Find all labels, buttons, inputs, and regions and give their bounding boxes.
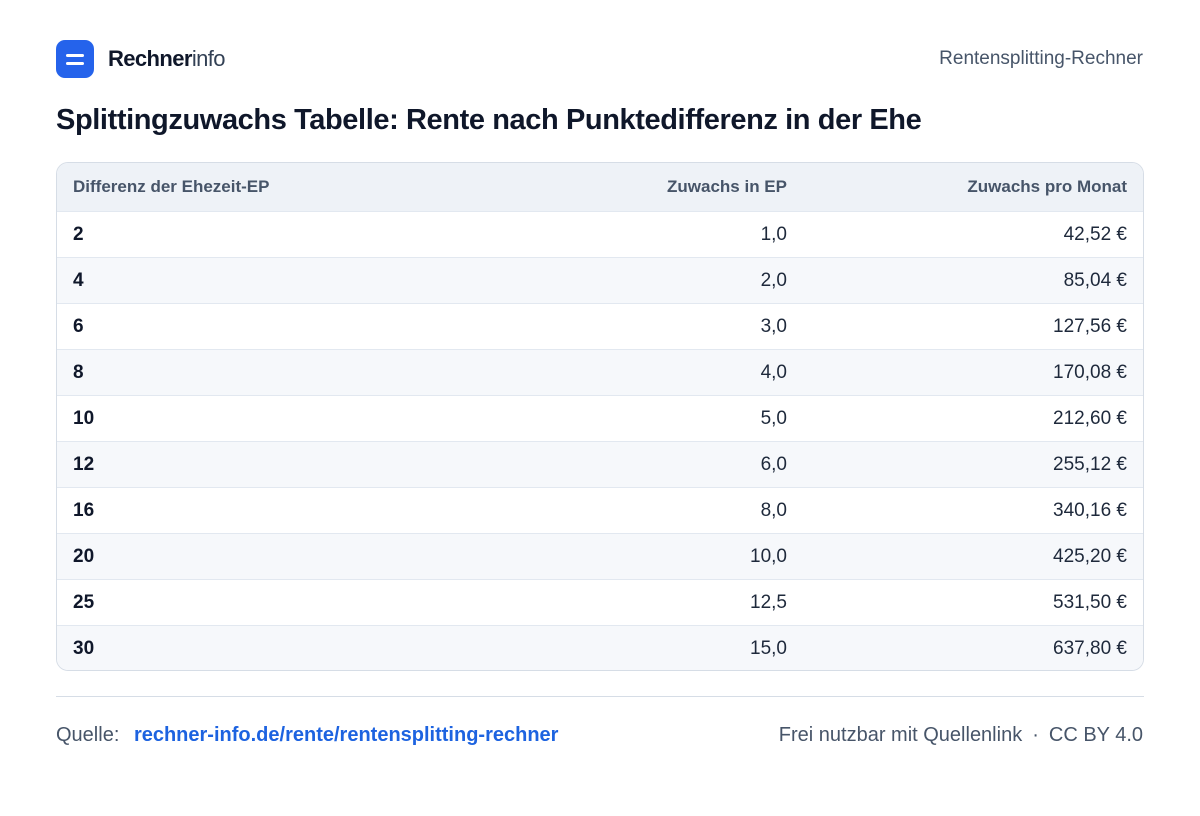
cell-gain-ep: 4,0 — [760, 361, 787, 383]
cell-gain-month: 42,52 € — [1063, 223, 1127, 245]
logo-icon — [56, 40, 94, 78]
brand-name-bold: Rechner — [108, 46, 192, 71]
cell-gain-ep: 5,0 — [760, 407, 787, 429]
table-row: 25 12,5 531,50 € — [57, 579, 1143, 625]
cell-difference: 10 — [73, 407, 95, 429]
cell-gain-ep: 12,5 — [750, 591, 787, 613]
source-link[interactable]: rechner-info.de/rente/rentensplitting-re… — [133, 723, 559, 746]
cell-difference: 4 — [73, 269, 84, 291]
source: Quelle: rechner-info.de/rente/rentenspli… — [56, 724, 558, 747]
separator-dot: · — [1032, 723, 1039, 746]
data-table: Differenz der Ehezeit-EP Zuwachs in EP Z… — [56, 162, 1144, 671]
page-title: Splittingzuwachs Tabelle: Rente nach Pun… — [56, 104, 922, 136]
cell-gain-ep: 3,0 — [760, 315, 787, 337]
footer-divider — [56, 696, 1144, 697]
footer: Quelle: rechner-info.de/rente/rentenspli… — [56, 720, 1143, 750]
table-row: 4 2,0 85,04 € — [57, 257, 1143, 303]
cell-difference: 25 — [73, 591, 95, 613]
table-row: 2 1,0 42,52 € — [57, 211, 1143, 257]
column-header-gain-ep: Zuwachs in EP — [667, 177, 787, 196]
cell-gain-month: 212,60 € — [1053, 407, 1127, 429]
table-body: 2 1,0 42,52 € 4 2,0 85,04 € 6 3,0 127,56 € 8 4,0 17… — [57, 211, 1143, 670]
table-row: 12 6,0 255,12 € — [57, 441, 1143, 487]
cell-difference: 8 — [73, 361, 84, 383]
cell-gain-month: 255,12 € — [1053, 453, 1127, 475]
license-info: Frei nutzbar mit Quellenlink · CC BY 4.0 — [779, 724, 1143, 747]
cell-gain-ep: 8,0 — [760, 499, 787, 521]
table-row: 20 10,0 425,20 € — [57, 533, 1143, 579]
cell-gain-month: 127,56 € — [1053, 315, 1127, 337]
calculator-name: Rentensplitting-Rechner — [939, 48, 1143, 69]
brand-logo[interactable]: Rechnerinfo — [56, 40, 226, 78]
cell-gain-month: 85,04 € — [1063, 269, 1127, 291]
cell-difference: 6 — [73, 315, 84, 337]
table-row: 10 5,0 212,60 € — [57, 395, 1143, 441]
cell-gain-ep: 1,0 — [760, 223, 787, 245]
cell-difference: 2 — [73, 223, 84, 245]
cell-difference: 30 — [73, 637, 95, 659]
brand-name: Rechnerinfo — [108, 46, 226, 72]
cell-gain-ep: 15,0 — [750, 637, 787, 659]
cell-gain-month: 637,80 € — [1053, 637, 1127, 659]
cell-gain-ep: 6,0 — [760, 453, 787, 475]
cell-difference: 12 — [73, 453, 95, 475]
cell-gain-month: 170,08 € — [1053, 361, 1127, 383]
table-header-row: Differenz der Ehezeit-EP Zuwachs in EP Z… — [57, 163, 1143, 211]
column-header-difference: Differenz der Ehezeit-EP — [73, 177, 270, 196]
column-header-gain-month: Zuwachs pro Monat — [967, 177, 1127, 196]
table-row: 6 3,0 127,56 € — [57, 303, 1143, 349]
cell-gain-month: 340,16 € — [1053, 499, 1127, 521]
header: Rechnerinfo Rentensplitting-Rechner — [56, 40, 1143, 78]
license-name: CC BY 4.0 — [1048, 723, 1143, 746]
cell-gain-ep: 10,0 — [750, 545, 787, 567]
source-label: Quelle: — [56, 723, 120, 746]
table-row: 30 15,0 637,80 € — [57, 625, 1143, 670]
cell-difference: 20 — [73, 545, 95, 567]
brand-name-light: info — [191, 46, 226, 71]
license-text: Frei nutzbar mit Quellenlink — [778, 723, 1023, 746]
cell-difference: 16 — [73, 499, 95, 521]
cell-gain-ep: 2,0 — [760, 269, 787, 291]
cell-gain-month: 425,20 € — [1053, 545, 1127, 567]
table-row: 8 4,0 170,08 € — [57, 349, 1143, 395]
cell-gain-month: 531,50 € — [1053, 591, 1127, 613]
table-row: 16 8,0 340,16 € — [57, 487, 1143, 533]
